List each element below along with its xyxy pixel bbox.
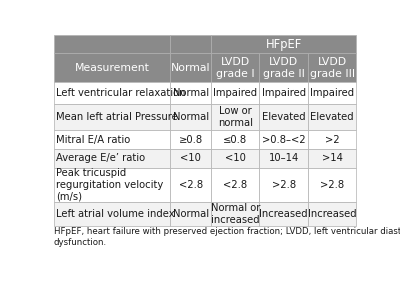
Text: >14: >14 <box>322 153 342 164</box>
Bar <box>260 103 308 130</box>
Bar <box>308 82 356 103</box>
Text: Elevated: Elevated <box>310 112 354 122</box>
Bar <box>54 130 170 149</box>
Text: >2.8: >2.8 <box>320 180 344 190</box>
Text: Increased: Increased <box>308 209 356 219</box>
Bar <box>308 103 356 130</box>
Bar <box>170 130 211 149</box>
Text: LVDD
grade I: LVDD grade I <box>216 57 254 79</box>
Bar <box>54 53 170 82</box>
Text: HFpEF, heart failure with preserved ejection fraction; LVDD, left ventricular di: HFpEF, heart failure with preserved ejec… <box>54 227 400 247</box>
Bar <box>211 168 260 202</box>
Bar <box>308 168 356 202</box>
Text: Left ventricular relaxation: Left ventricular relaxation <box>56 88 186 98</box>
Bar <box>170 35 211 53</box>
Text: >0.8–<2: >0.8–<2 <box>262 135 306 145</box>
Text: >2.8: >2.8 <box>272 180 296 190</box>
Text: <2.8: <2.8 <box>223 180 247 190</box>
Text: Impaired: Impaired <box>310 88 354 98</box>
Text: Peak tricuspid
regurgitation velocity
(m/s): Peak tricuspid regurgitation velocity (m… <box>56 168 164 202</box>
Text: Impaired: Impaired <box>213 88 257 98</box>
Bar <box>260 149 308 168</box>
Text: ≥0.8: ≥0.8 <box>178 135 203 145</box>
Text: LVDD
grade II: LVDD grade II <box>263 57 305 79</box>
Bar <box>211 35 356 53</box>
Bar <box>54 82 170 103</box>
Bar <box>211 149 260 168</box>
Text: Normal: Normal <box>172 112 209 122</box>
Bar <box>54 35 170 53</box>
Bar <box>54 202 170 226</box>
Text: Normal: Normal <box>172 209 209 219</box>
Bar <box>170 202 211 226</box>
Bar <box>170 168 211 202</box>
Bar <box>211 130 260 149</box>
Text: >2: >2 <box>325 135 339 145</box>
Text: Normal: Normal <box>171 63 210 72</box>
Text: <10: <10 <box>180 153 201 164</box>
Text: Elevated: Elevated <box>262 112 306 122</box>
Bar <box>260 130 308 149</box>
Text: Mitral E/A ratio: Mitral E/A ratio <box>56 135 130 145</box>
Bar <box>308 53 356 82</box>
Text: Low or
normal: Low or normal <box>218 106 253 128</box>
Bar <box>308 149 356 168</box>
Text: Measurement: Measurement <box>74 63 150 72</box>
Text: Average E/e’ ratio: Average E/e’ ratio <box>56 153 145 164</box>
Bar <box>170 149 211 168</box>
Bar <box>54 168 170 202</box>
Text: Increased: Increased <box>259 209 308 219</box>
Bar <box>308 130 356 149</box>
Bar <box>170 82 211 103</box>
Bar <box>308 202 356 226</box>
Bar <box>54 103 170 130</box>
Text: Normal: Normal <box>172 88 209 98</box>
Bar <box>211 202 260 226</box>
Bar <box>211 53 260 82</box>
Bar <box>260 202 308 226</box>
Text: LVDD
grade III: LVDD grade III <box>310 57 355 79</box>
Bar <box>211 103 260 130</box>
Bar <box>170 53 211 82</box>
Text: <2.8: <2.8 <box>178 180 203 190</box>
Text: <10: <10 <box>225 153 246 164</box>
Bar <box>260 53 308 82</box>
Text: HFpEF: HFpEF <box>266 38 302 50</box>
Bar <box>54 149 170 168</box>
Bar <box>211 82 260 103</box>
Bar <box>260 82 308 103</box>
Bar <box>260 168 308 202</box>
Text: Mean left atrial Pressure: Mean left atrial Pressure <box>56 112 178 122</box>
Text: 10–14: 10–14 <box>268 153 299 164</box>
Bar <box>170 103 211 130</box>
Text: ≤0.8: ≤0.8 <box>223 135 247 145</box>
Text: Impaired: Impaired <box>262 88 306 98</box>
Text: Normal or
increased: Normal or increased <box>210 203 260 225</box>
Text: Left atrial volume index: Left atrial volume index <box>56 209 175 219</box>
